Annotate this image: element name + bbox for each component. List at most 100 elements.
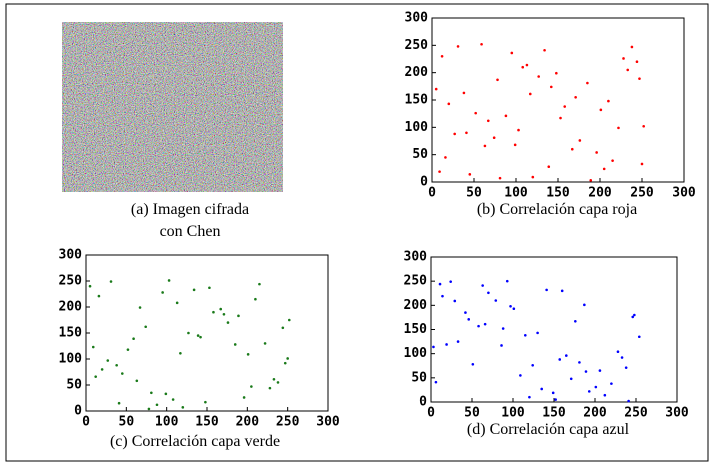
point xyxy=(250,385,253,388)
caption: con Chen xyxy=(160,223,221,240)
point xyxy=(529,93,532,96)
point xyxy=(586,82,589,85)
point xyxy=(277,381,280,384)
point xyxy=(561,290,564,293)
x-tick-label: 100 xyxy=(504,186,528,201)
point xyxy=(494,299,497,302)
point xyxy=(445,343,448,346)
point xyxy=(199,336,202,339)
x-tick-label: 200 xyxy=(583,406,607,421)
point xyxy=(193,289,196,292)
point xyxy=(463,92,466,95)
y-tick-label: 50 xyxy=(412,147,428,162)
point xyxy=(547,165,550,168)
point xyxy=(505,115,508,118)
y-tick-label: 150 xyxy=(404,322,428,337)
point xyxy=(583,304,586,307)
point xyxy=(469,173,472,176)
point xyxy=(528,396,531,399)
x-tick-label: 150 xyxy=(542,406,566,421)
point xyxy=(94,375,97,378)
point xyxy=(499,177,502,180)
point xyxy=(578,361,581,364)
x-tick-label: 150 xyxy=(546,186,570,201)
point xyxy=(435,381,438,384)
point xyxy=(570,378,573,381)
y-tick-label: 100 xyxy=(405,120,429,135)
point xyxy=(509,305,512,308)
point xyxy=(487,291,490,294)
point xyxy=(531,364,534,367)
point xyxy=(641,163,644,166)
point xyxy=(148,408,151,411)
point xyxy=(89,285,92,288)
point xyxy=(247,353,250,356)
point xyxy=(449,280,452,283)
point xyxy=(611,159,614,162)
point xyxy=(599,369,602,372)
x-tick-label: 150 xyxy=(195,415,219,430)
point xyxy=(269,387,272,390)
point xyxy=(161,291,164,294)
point xyxy=(617,127,620,130)
point xyxy=(187,332,190,335)
caption: (a) Imagen cifrada xyxy=(131,201,249,218)
point xyxy=(506,280,509,283)
point xyxy=(610,382,613,385)
x-tick-label: 250 xyxy=(630,186,654,201)
point xyxy=(273,378,276,381)
point xyxy=(208,286,211,289)
point xyxy=(595,386,598,389)
point xyxy=(595,151,598,154)
caption: (c) Correlación capa verde xyxy=(110,433,280,450)
point xyxy=(484,145,487,148)
point xyxy=(524,334,527,337)
x-tick-label: 100 xyxy=(501,406,525,421)
point xyxy=(617,350,620,353)
point xyxy=(453,300,456,303)
point xyxy=(127,348,130,351)
point xyxy=(441,295,444,298)
point xyxy=(603,168,606,171)
point xyxy=(441,55,444,58)
caption: (d) Correlación capa azul xyxy=(467,421,630,438)
point xyxy=(106,359,109,362)
point xyxy=(511,52,514,55)
point xyxy=(513,307,516,310)
point xyxy=(496,78,499,81)
point xyxy=(480,43,483,46)
point xyxy=(493,136,496,139)
point xyxy=(219,308,222,311)
point xyxy=(626,69,629,72)
point xyxy=(550,86,553,89)
point xyxy=(136,380,139,383)
x-tick-label: 50 xyxy=(119,415,135,430)
y-tick-label: 300 xyxy=(405,11,429,26)
point xyxy=(150,392,153,395)
y-tick-label: 300 xyxy=(404,250,428,265)
point xyxy=(627,400,630,403)
point xyxy=(438,170,441,173)
point xyxy=(139,306,142,309)
point xyxy=(481,284,484,287)
point xyxy=(631,46,634,49)
point xyxy=(156,403,159,406)
x-tick-label: 100 xyxy=(155,415,179,430)
x-tick-label: 50 xyxy=(464,406,480,421)
point xyxy=(457,45,460,48)
point xyxy=(633,314,636,317)
point xyxy=(532,176,535,179)
y-tick-label: 150 xyxy=(59,326,83,341)
y-tick-label: 100 xyxy=(404,346,428,361)
x-tick-label: 300 xyxy=(672,186,696,201)
point xyxy=(453,133,456,136)
point xyxy=(537,75,540,78)
y-tick-label: 250 xyxy=(405,38,429,53)
point xyxy=(588,390,591,393)
point xyxy=(165,393,168,396)
point xyxy=(607,100,610,103)
point xyxy=(464,311,467,314)
x-tick-label: 0 xyxy=(428,186,436,201)
point xyxy=(172,398,175,401)
point xyxy=(517,129,520,132)
